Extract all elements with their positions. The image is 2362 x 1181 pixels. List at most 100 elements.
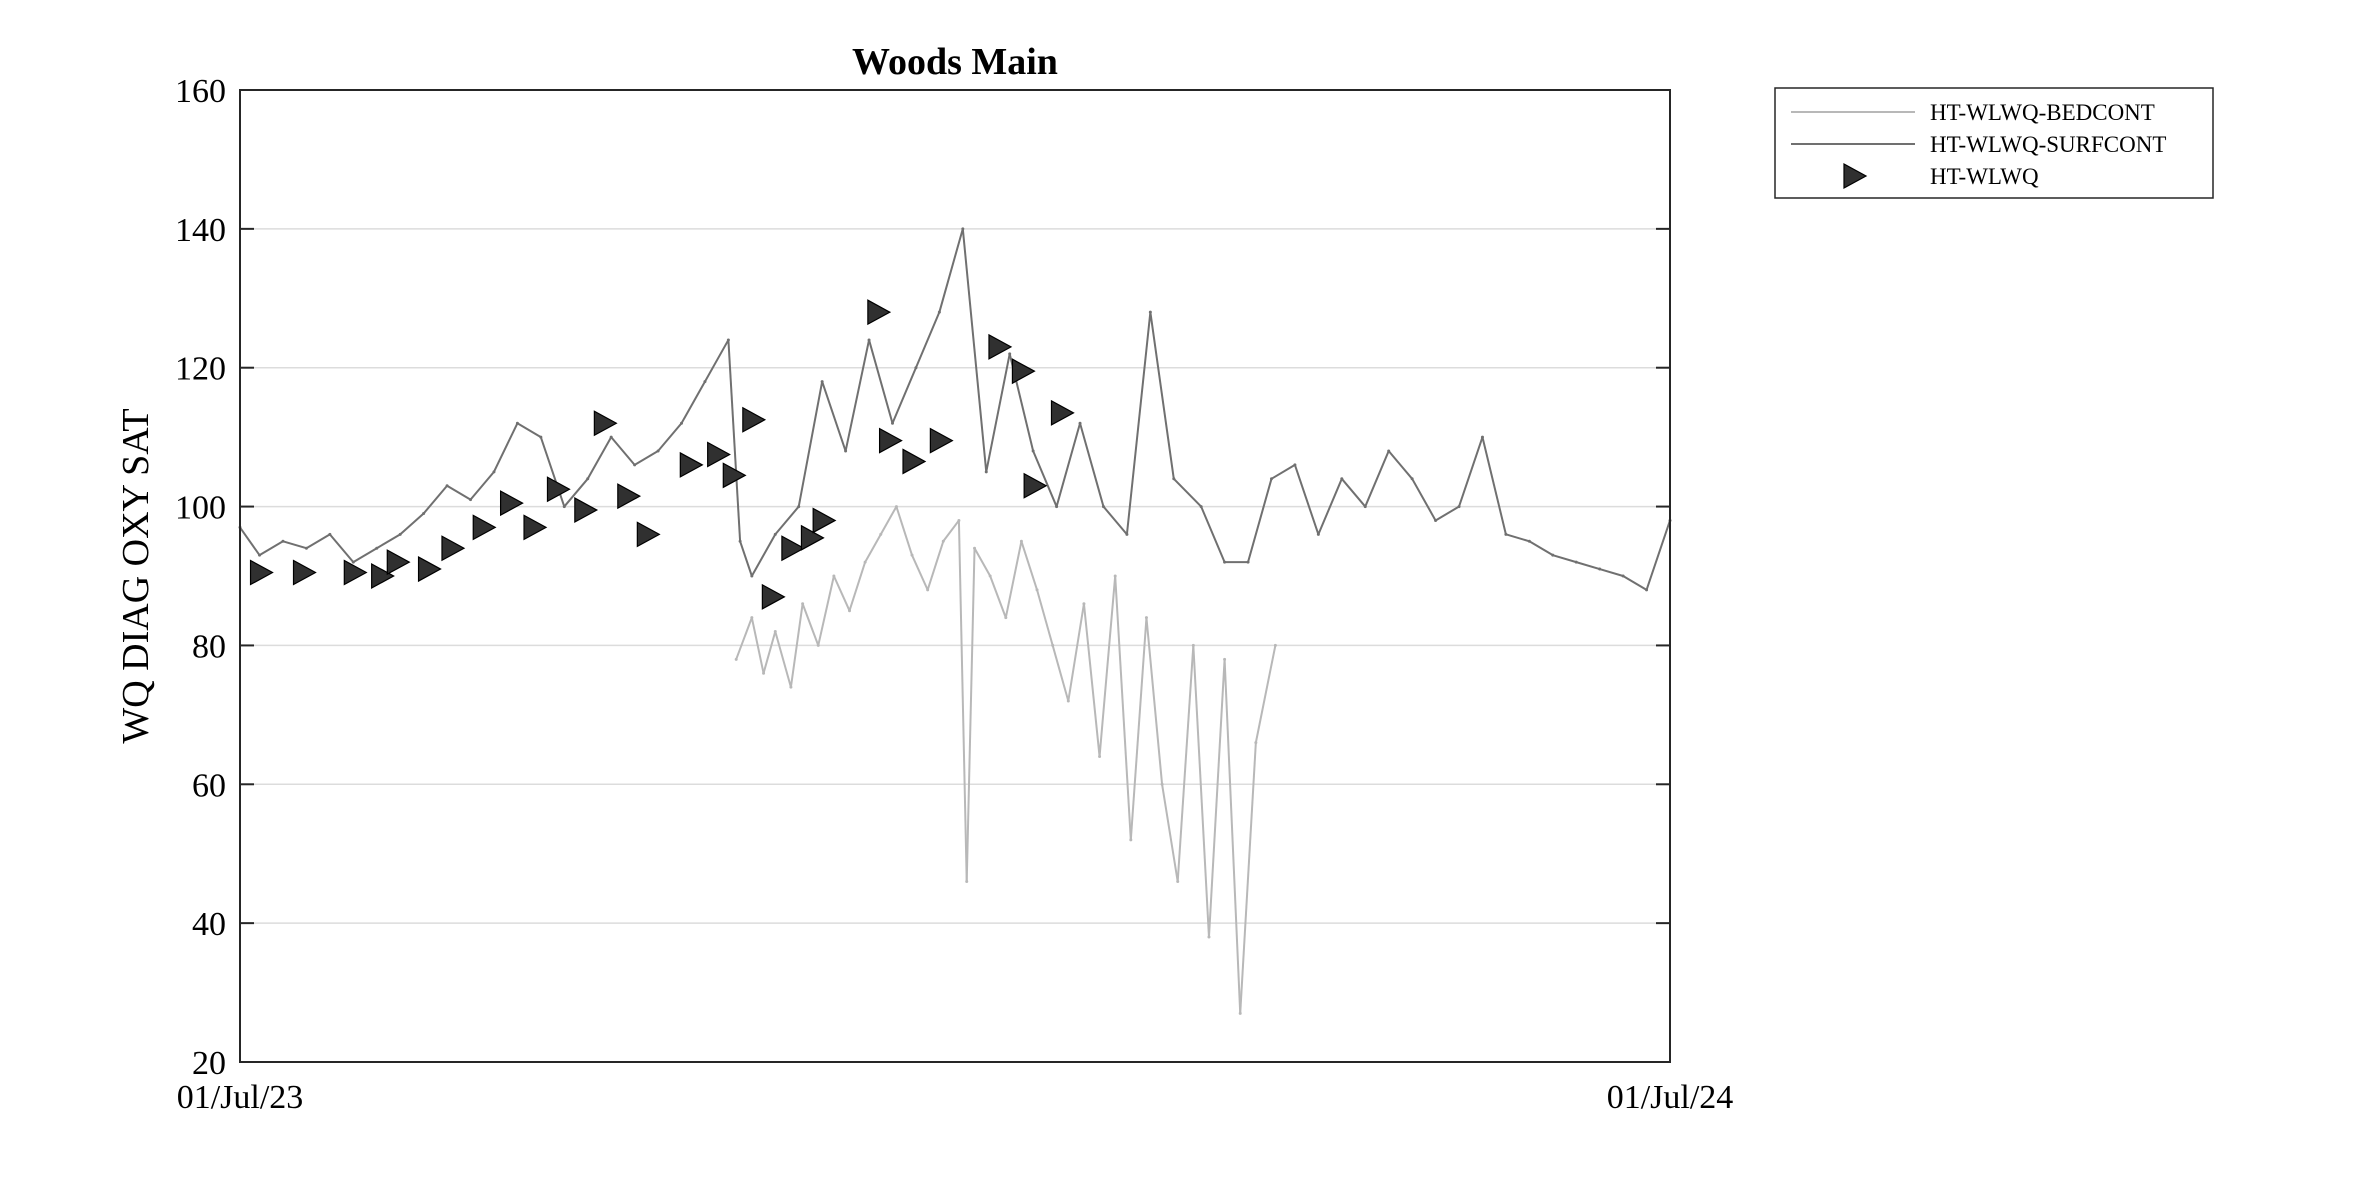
data-point (328, 532, 332, 536)
line-segment (895, 506, 913, 556)
triangle-marker (523, 514, 548, 541)
data-point (1551, 553, 1555, 557)
triangle-marker (1050, 399, 1075, 426)
data-point (1223, 657, 1227, 661)
y-tick-label: 60 (192, 767, 226, 804)
line-segment (1411, 478, 1437, 521)
line-segment (1317, 478, 1343, 535)
line-segment (1145, 617, 1164, 785)
data-point (1019, 539, 1023, 543)
line-segment (610, 436, 636, 466)
data-point (1246, 560, 1250, 564)
line-segment (735, 617, 753, 660)
data-point (422, 512, 426, 516)
data-point (398, 532, 402, 536)
legend-swatch (1843, 162, 1868, 190)
line-segment (657, 422, 683, 452)
data-point (973, 546, 977, 550)
data-point (789, 685, 793, 689)
data-point (961, 227, 965, 231)
data-point (609, 435, 613, 439)
line-segment (1528, 540, 1554, 557)
triangle-marker (249, 559, 274, 586)
data-point (1144, 616, 1148, 620)
line-segment (1051, 645, 1070, 702)
line-segment (1102, 505, 1128, 535)
y-axis-label: WQ DIAG OXY SAT (115, 408, 157, 743)
triangle-marker (679, 451, 704, 478)
line-segment (469, 471, 495, 501)
y-tick-label: 20 (192, 1045, 226, 1082)
data-point (1055, 505, 1059, 509)
data-point (1457, 505, 1461, 509)
data-point (894, 505, 898, 509)
data-point (726, 338, 730, 342)
data-point (844, 449, 848, 453)
triangle-marker (386, 549, 411, 576)
data-point (680, 421, 684, 425)
line-segment (926, 540, 945, 591)
line-segment (879, 506, 898, 535)
line-segment (329, 533, 355, 563)
line-segment (801, 603, 820, 646)
line-segment (1645, 520, 1671, 591)
line-segment (1552, 554, 1577, 564)
data-point (914, 366, 918, 370)
data-point (1004, 616, 1008, 620)
line-segment (1364, 450, 1390, 507)
line-segment (989, 575, 1007, 619)
data-point (801, 602, 805, 606)
data-point (1254, 741, 1258, 745)
data-point (1101, 505, 1105, 509)
line-segment (1020, 540, 1039, 591)
triangle-marker (574, 497, 599, 524)
data-point (1387, 449, 1391, 453)
triangle-marker (472, 514, 497, 541)
line-segment (774, 631, 792, 688)
triangle-marker (902, 448, 927, 475)
data-point (1066, 699, 1070, 703)
triangle-marker (292, 559, 317, 586)
data-point (890, 421, 894, 425)
data-point (773, 630, 777, 634)
line-segment (957, 520, 968, 882)
data-point (937, 310, 941, 314)
data-point (750, 574, 754, 578)
data-point (1082, 602, 1086, 606)
data-point (539, 435, 543, 439)
triangle-marker (546, 476, 571, 503)
data-point (965, 879, 969, 883)
line-segment (259, 540, 284, 557)
data-point (656, 449, 660, 453)
triangle-marker (878, 427, 903, 454)
line-segment (868, 339, 894, 424)
data-point (867, 338, 871, 342)
triangle-marker (929, 427, 954, 454)
line-segment (1129, 617, 1148, 840)
data-point (1223, 560, 1227, 564)
data-point (1574, 560, 1578, 564)
triangle-marker (371, 562, 395, 590)
data-point (1191, 643, 1195, 647)
data-point (1113, 574, 1117, 578)
data-point (1363, 505, 1367, 509)
data-point (988, 574, 992, 578)
line-segment (817, 575, 835, 646)
line-segment (727, 339, 742, 542)
line-segment (1173, 478, 1202, 508)
line-segment (634, 450, 659, 466)
line-segment (239, 526, 261, 556)
data-point (1269, 477, 1273, 481)
data-point (351, 560, 355, 564)
line-segment (1239, 742, 1257, 1014)
line-segment (680, 381, 706, 424)
line-segment (516, 422, 542, 439)
line-segment (961, 228, 988, 472)
triangle-marker (988, 333, 1013, 360)
data-point (515, 421, 519, 425)
data-point (281, 539, 285, 543)
line-segment (789, 603, 804, 688)
data-point (1129, 838, 1133, 842)
y-tick-label: 80 (192, 628, 226, 665)
